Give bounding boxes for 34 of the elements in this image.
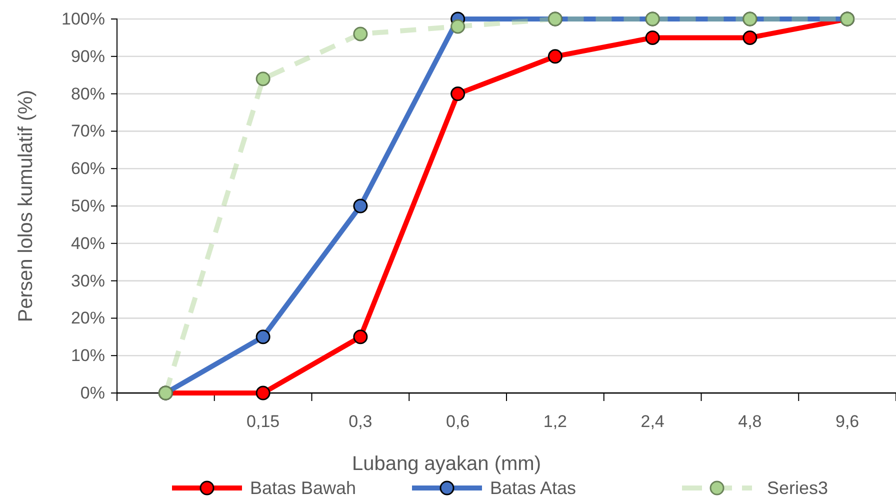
point xyxy=(450,19,466,34)
y-tick-label: 60% xyxy=(70,159,105,178)
point xyxy=(548,49,562,64)
point xyxy=(353,330,368,344)
y-tick-label: 80% xyxy=(70,84,105,104)
point xyxy=(353,198,368,214)
point xyxy=(450,86,466,102)
x-tick-label: 0,3 xyxy=(348,412,372,432)
x-tick-label: 0,6 xyxy=(446,412,470,432)
x-tick-label: 2,4 xyxy=(640,412,664,432)
y-tick-label: 100% xyxy=(62,9,105,28)
y-tick-label: 10% xyxy=(70,346,105,366)
legend-label: Batas Bawah xyxy=(250,478,356,498)
y-axis-title: Persen lolos kumulatif (%) xyxy=(15,90,37,322)
legend-label: Batas Atas xyxy=(490,478,576,498)
y-tick-label: 70% xyxy=(70,122,105,141)
point xyxy=(742,30,758,45)
x-axis-title: Lubang ayakan (mm) xyxy=(352,453,541,475)
legend-label: Series3 xyxy=(767,478,828,498)
point xyxy=(645,30,660,45)
point xyxy=(256,72,270,86)
point xyxy=(353,26,368,42)
x-tick-label: 0,15 xyxy=(246,412,280,432)
y-tick-label: 50% xyxy=(70,196,105,216)
x-tick-label: 1,2 xyxy=(543,412,568,432)
x-tick-label: 4,8 xyxy=(738,412,762,432)
y-tick-label: 40% xyxy=(70,234,105,253)
y-tick-label: 90% xyxy=(70,46,105,66)
x-tick-label: 9,6 xyxy=(835,412,860,432)
point xyxy=(256,330,270,344)
y-tick-label: 20% xyxy=(70,308,105,328)
point xyxy=(256,386,270,400)
y-tick-label: 30% xyxy=(70,271,105,290)
y-tick-label: 0% xyxy=(80,383,105,402)
